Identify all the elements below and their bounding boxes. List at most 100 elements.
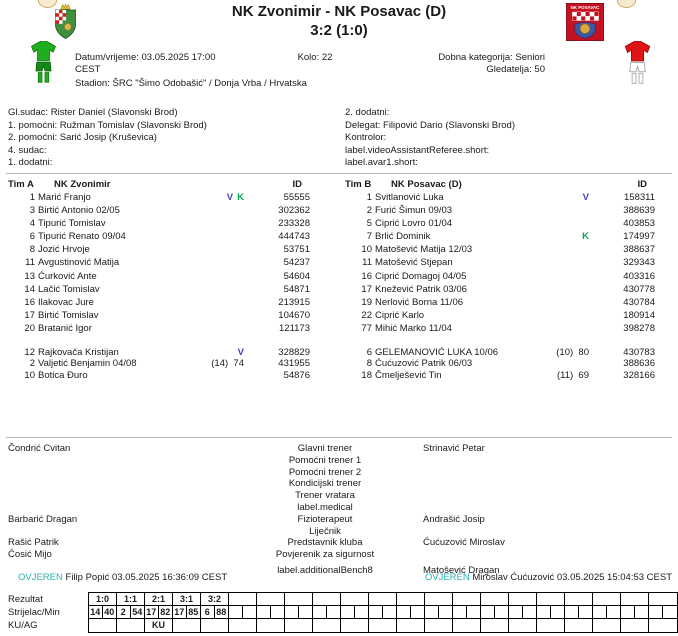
match-datetime: Datum/vrijeme: 03.05.2025 17:00 — [75, 52, 216, 63]
roster-header: Tim A NK Zvonimir ID — [8, 179, 310, 191]
officials-left: Gl.sudac: Rister Daniel (Slavonski Brod)… — [8, 107, 338, 170]
player-name: Ciprić Karlo — [375, 309, 425, 321]
player-marks — [174, 256, 252, 269]
scorer-minute: 40 — [104, 607, 115, 617]
kuag-cell — [593, 619, 621, 632]
player-name: Tipurić Renato 09/04 — [38, 231, 126, 243]
staff-name-home: Ćosić Mijo — [8, 549, 52, 561]
official-line: Kontrolor: — [345, 132, 387, 144]
scorer-minute — [607, 606, 620, 618]
player-row: 77 Mihić Marko 11/04 398278 — [345, 322, 655, 335]
scorer-number — [313, 606, 327, 618]
player-number: 3 — [29, 205, 35, 217]
player-marks: K — [519, 230, 597, 243]
player-marks: (11) 69 — [519, 370, 597, 381]
player-id: 213915 — [278, 296, 310, 308]
scorer-minute — [551, 606, 564, 618]
player-rows: 1 Svitlanović Luka V 158311 2 Furić Šimun 09/… — [345, 191, 655, 381]
result-cell — [537, 593, 565, 606]
player-marks — [174, 309, 252, 322]
player-row: 19 Nerlović Borna 11/06 430784 — [345, 296, 655, 309]
kit-away-icon — [624, 41, 651, 84]
player-row: 2 Furić Šimun 09/03 388639 — [345, 204, 655, 217]
player-row: 7 Brlić Dominik K 174997 — [345, 230, 655, 243]
scorer-minute — [439, 606, 452, 618]
staff-row: Liječnik — [0, 526, 678, 538]
scorer-minute: 88 — [216, 607, 227, 617]
scorer-cell — [257, 606, 285, 619]
player-marks — [174, 243, 252, 256]
scorer-number: 17 — [145, 606, 159, 618]
scorer-minute — [579, 606, 592, 618]
club-crest-home-icon — [55, 3, 76, 40]
kuag-cell — [173, 619, 201, 632]
player-name: Marić Franjo — [38, 192, 91, 203]
player-number: 12 — [24, 347, 35, 359]
staff-row: Ćosić Mijo Povjerenik za sigurnost — [0, 549, 678, 561]
player-name: Birtić Tomislav — [38, 309, 99, 321]
staff-name-home: Čondrić Cvitan — [8, 443, 71, 454]
player-id: 328166 — [623, 369, 655, 381]
player-name: Botica Đuro — [38, 369, 88, 381]
staff-role: label.medical — [297, 501, 353, 513]
scorer-cell — [481, 606, 509, 619]
scorer-number — [565, 606, 579, 618]
player-name: Nerlović Borna 11/06 — [375, 296, 464, 308]
staff-role: Pomoćni trener 2 — [288, 466, 362, 478]
scorer-number — [481, 606, 495, 618]
player-row: 8 Jozić Hrvoje 53751 — [8, 243, 310, 256]
kuag-cell — [649, 619, 677, 632]
player-row: 17 Birtić Tomislav 104670 — [8, 309, 310, 322]
player-row: 14 Lačić Tomislav 54871 — [8, 283, 310, 296]
scorer-number — [537, 606, 551, 618]
divider — [6, 437, 672, 438]
player-number: 18 — [361, 369, 372, 381]
kuag-cell — [257, 619, 285, 632]
player-number: 2 — [366, 205, 372, 217]
result-cell — [341, 593, 369, 606]
player-number: 16 — [361, 270, 372, 282]
player-id: 388639 — [623, 205, 655, 217]
team-label: Tim B — [345, 179, 372, 190]
player-id: 174997 — [623, 231, 655, 243]
player-name: Ćućuzović Patrik 06/03 — [375, 358, 473, 370]
player-number: 16 — [24, 296, 35, 308]
result-cell: 2:1 — [145, 593, 173, 606]
kuag-cell — [397, 619, 425, 632]
scorer-number: 17 — [173, 606, 187, 618]
staff-name-away: Ćućuzović Miroslav — [423, 537, 505, 549]
staff-row: Trener vratara — [0, 490, 678, 502]
scorer-number — [621, 606, 635, 618]
staff-row: Kondicijski trener — [0, 478, 678, 490]
player-number: 14 — [24, 283, 35, 295]
certification-home: OVJEREN Filip Popić 03.05.2025 16:36:09 … — [18, 572, 227, 583]
player-number: 10 — [24, 369, 35, 381]
player-row: 6 GELEMANOVIĆ LUKA 10/06 (10) 80 430783 — [345, 347, 655, 358]
kuag-cell — [621, 619, 649, 632]
staff-row: label.medical — [0, 502, 678, 514]
player-id: 388637 — [623, 244, 655, 256]
scorer-cell — [313, 606, 341, 619]
staff-role: Povjerenik za sigurnost — [275, 549, 375, 561]
scorer-minute: 85 — [188, 607, 199, 617]
match-attendance: Gledatelja: 50 — [486, 64, 545, 75]
player-marks: V — [174, 347, 252, 358]
player-row: 10 Matošević Matija 12/03 388637 — [345, 243, 655, 256]
kuag-cell — [341, 619, 369, 632]
svg-text:NK POSAVAC: NK POSAVAC — [571, 5, 601, 10]
player-marks — [519, 256, 597, 269]
scorer-cell — [229, 606, 257, 619]
player-name: Tipurić Tomislav — [38, 218, 106, 230]
staff-role: Predstavnik kluba — [287, 537, 363, 549]
match-title: NK Zvonimir - NK Posavac (D) — [231, 3, 447, 20]
kuag-cell — [313, 619, 341, 632]
scorer-cell — [341, 606, 369, 619]
player-row: 11 Matošević Stjepan 329343 — [345, 256, 655, 269]
player-marks: (14) 74 — [174, 358, 252, 369]
scorer-minute — [299, 606, 312, 618]
player-number: 5 — [366, 218, 372, 230]
player-marks — [174, 370, 252, 381]
kuag-cell — [369, 619, 397, 632]
official-line: 4. sudac: — [8, 144, 47, 156]
